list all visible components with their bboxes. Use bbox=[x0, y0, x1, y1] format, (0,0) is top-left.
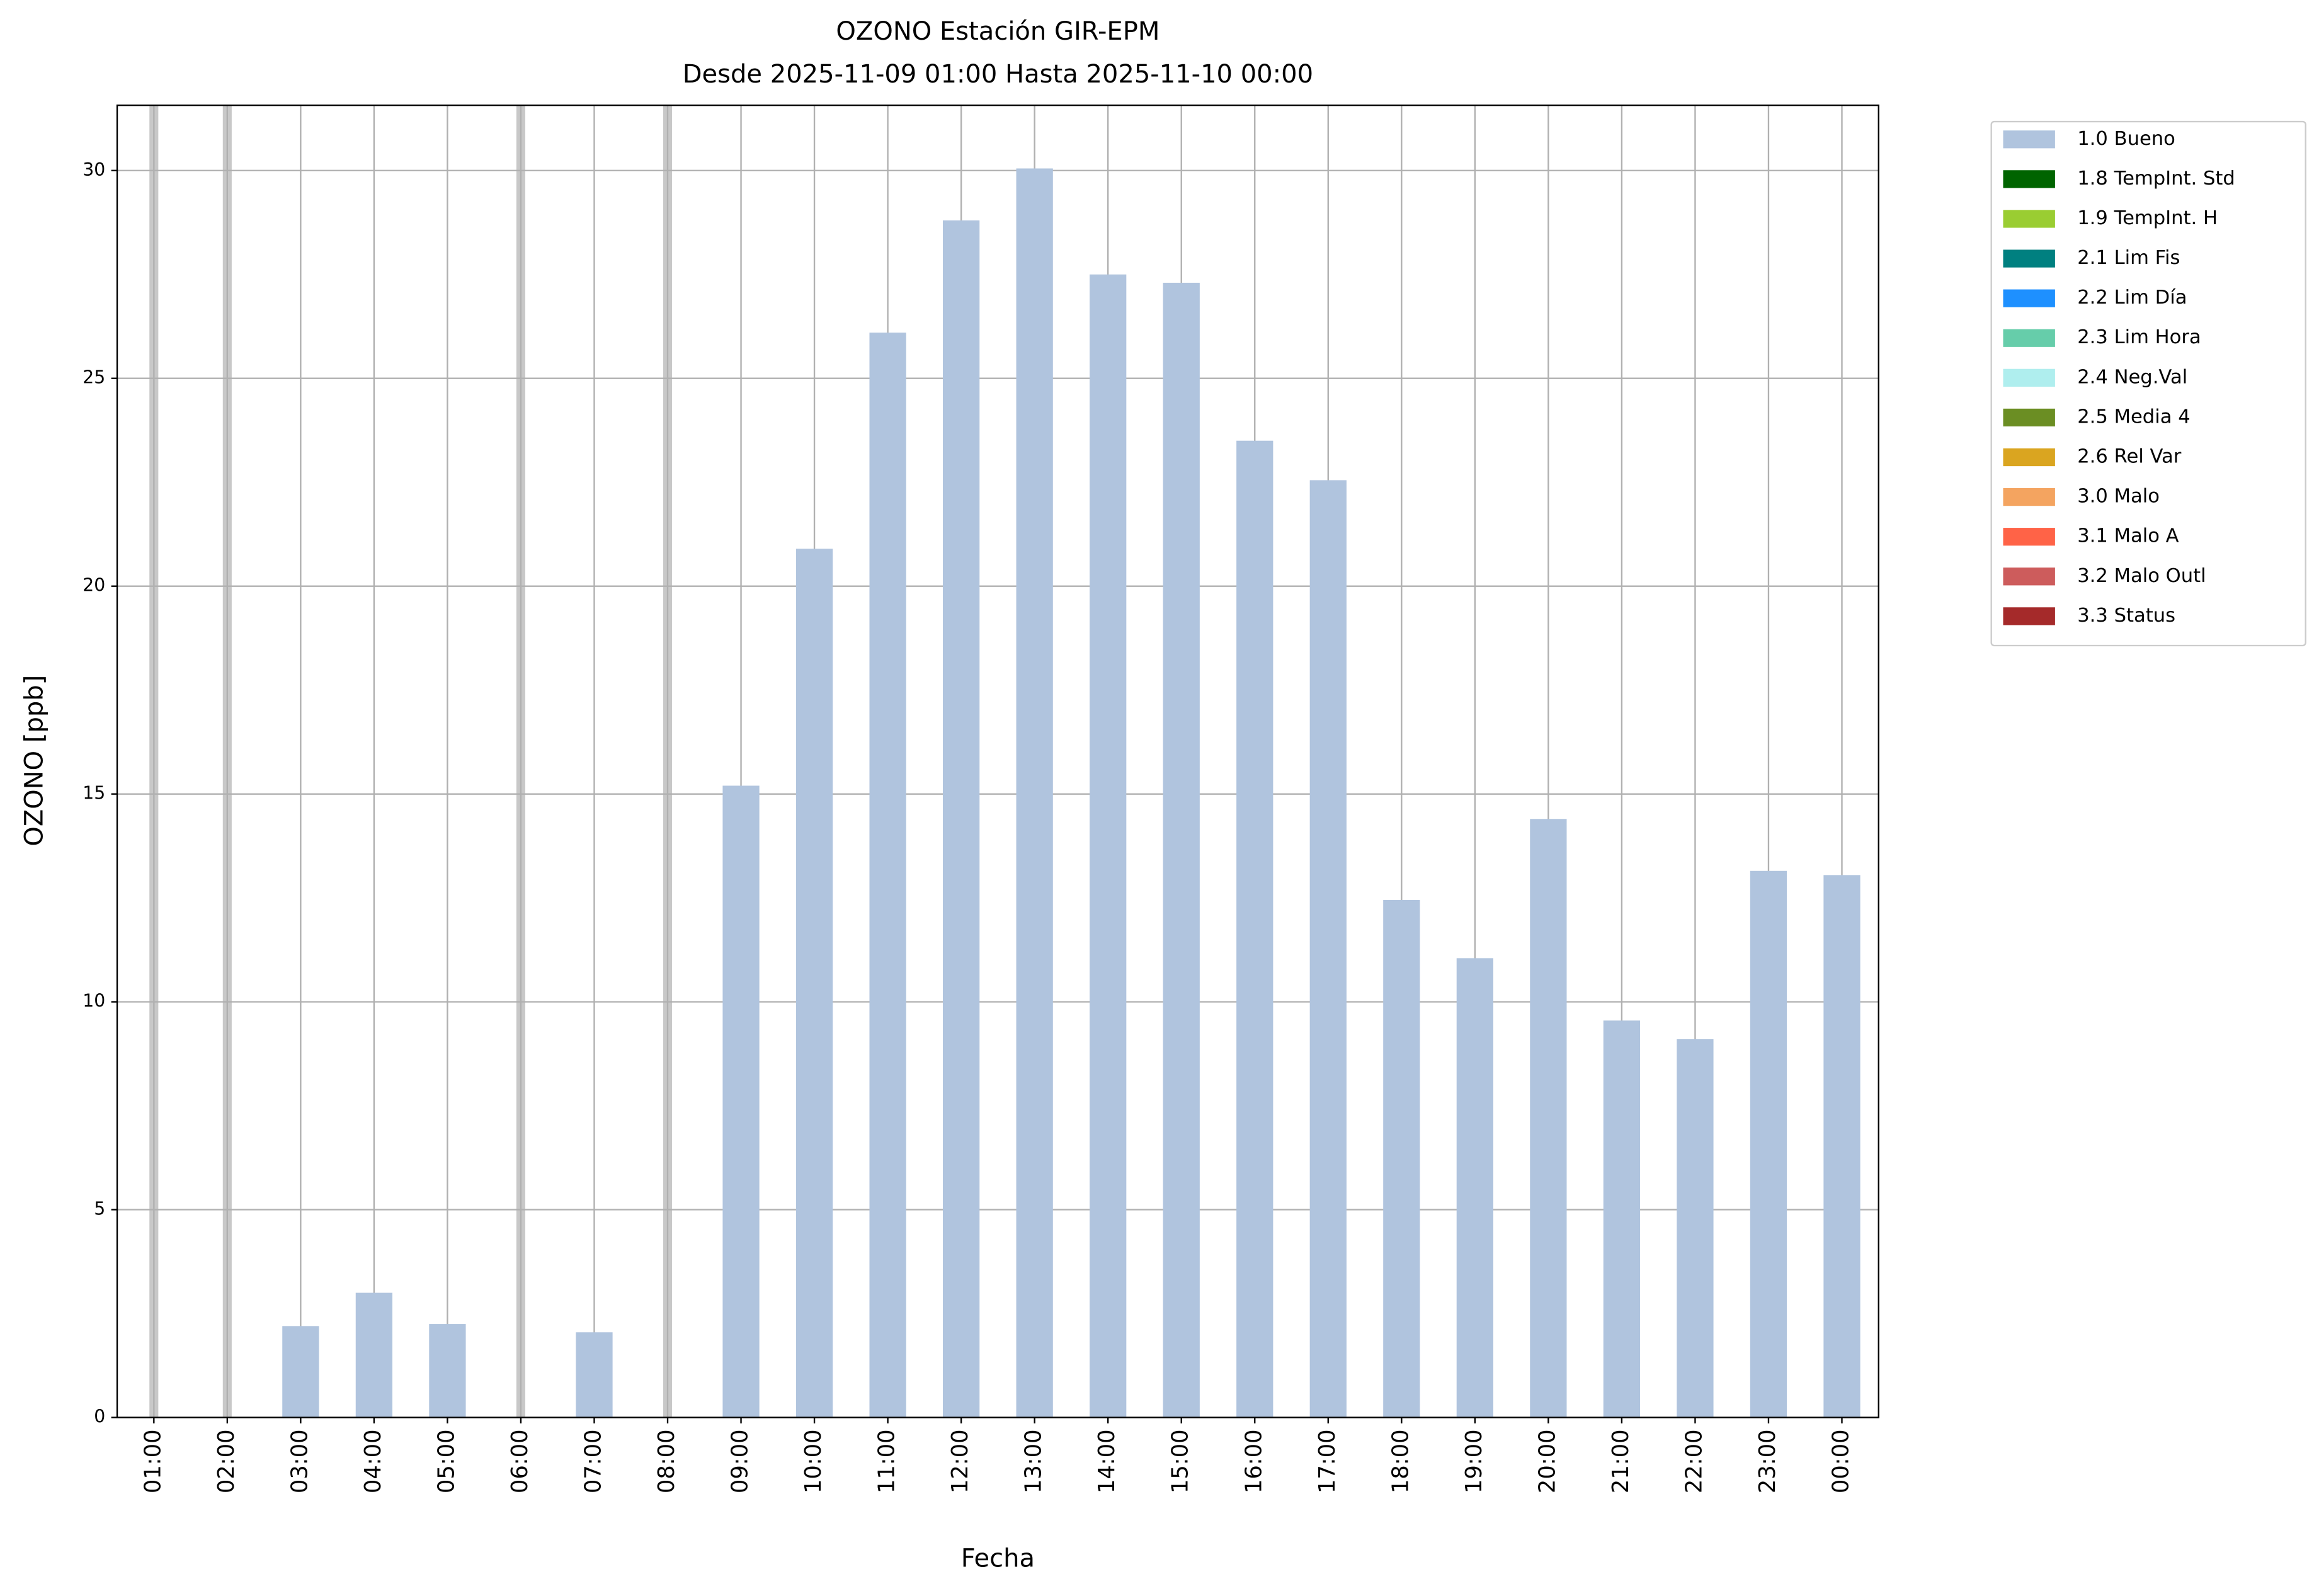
x-tick-label: 18:00 bbox=[1387, 1429, 1413, 1493]
legend-label: 3.0 Malo bbox=[2077, 486, 2160, 508]
legend-box bbox=[1990, 120, 2306, 647]
bar bbox=[1016, 168, 1053, 1418]
legend-label: 2.3 Lim Hora bbox=[2077, 326, 2201, 348]
legend-swatch bbox=[2003, 329, 2055, 347]
x-tick-label: 07:00 bbox=[580, 1429, 606, 1493]
bar bbox=[1823, 875, 1860, 1418]
y-tick-label: 25 bbox=[83, 367, 105, 388]
legend-swatch bbox=[2003, 249, 2055, 268]
x-tick-label: 13:00 bbox=[1021, 1429, 1047, 1493]
legend-label: 3.1 Malo A bbox=[2077, 525, 2179, 547]
bar bbox=[1603, 1020, 1641, 1418]
x-tick-label: 06:00 bbox=[507, 1429, 533, 1493]
legend-label: 3.2 Malo Outl bbox=[2077, 565, 2206, 587]
x-tick-label: 23:00 bbox=[1755, 1429, 1781, 1493]
bar bbox=[355, 1292, 393, 1418]
bar bbox=[795, 549, 833, 1418]
legend-swatch bbox=[2003, 607, 2055, 625]
bar bbox=[943, 220, 980, 1418]
legend-swatch bbox=[2003, 130, 2055, 149]
legend-label: 2.1 Lim Fis bbox=[2077, 247, 2180, 269]
legend-swatch bbox=[2003, 210, 2055, 228]
y-tick-label: 20 bbox=[83, 575, 105, 596]
y-tick-label: 10 bbox=[83, 991, 105, 1012]
x-tick-label: 12:00 bbox=[947, 1429, 973, 1493]
x-tick-label: 08:00 bbox=[654, 1429, 680, 1493]
bar bbox=[576, 1332, 613, 1418]
x-tick-label: 04:00 bbox=[360, 1429, 386, 1493]
chart-title: OZONO Estación GIR-EPM bbox=[836, 17, 1160, 46]
x-tick-label: 19:00 bbox=[1461, 1429, 1487, 1493]
legend-label: 2.6 Rel Var bbox=[2077, 446, 2182, 468]
legend-label: 1.9 TempInt. H bbox=[2077, 207, 2218, 229]
bar bbox=[1309, 480, 1347, 1418]
x-tick-label: 03:00 bbox=[287, 1429, 312, 1493]
bar bbox=[1677, 1039, 1714, 1418]
legend-label: 2.5 Media 4 bbox=[2077, 406, 2190, 428]
x-tick-label: 14:00 bbox=[1094, 1429, 1120, 1493]
chart-subtitle: Desde 2025-11-09 01:00 Hasta 2025-11-10 … bbox=[683, 60, 1313, 89]
x-tick-label: 15:00 bbox=[1168, 1429, 1194, 1493]
x-tick-label: 10:00 bbox=[801, 1429, 826, 1493]
bar bbox=[1456, 958, 1493, 1418]
legend-label: 2.2 Lim Día bbox=[2077, 287, 2187, 309]
legend-swatch bbox=[2003, 368, 2055, 387]
bar bbox=[429, 1324, 466, 1418]
legend-label: 1.8 TempInt. Std bbox=[2077, 168, 2235, 190]
y-tick-label: 0 bbox=[94, 1406, 105, 1427]
bar bbox=[1750, 870, 1787, 1418]
bar bbox=[1383, 899, 1420, 1418]
legend-swatch bbox=[2003, 170, 2055, 188]
legend-label: 1.0 Bueno bbox=[2077, 128, 2175, 150]
x-tick-label: 02:00 bbox=[214, 1429, 239, 1493]
legend-swatch bbox=[2003, 487, 2055, 506]
x-tick-label: 16:00 bbox=[1241, 1429, 1267, 1493]
x-tick-label: 01:00 bbox=[140, 1429, 166, 1493]
y-tick-label: 5 bbox=[94, 1199, 105, 1219]
legend-label: 2.4 Neg.Val bbox=[2077, 366, 2187, 388]
x-tick-label: 05:00 bbox=[433, 1429, 459, 1493]
x-tick-label: 21:00 bbox=[1608, 1429, 1634, 1493]
x-tick-label: 17:00 bbox=[1314, 1429, 1340, 1493]
legend-label: 3.3 Status bbox=[2077, 605, 2175, 627]
y-tick-label: 15 bbox=[83, 783, 105, 804]
plot-frame bbox=[116, 104, 1879, 1418]
bar bbox=[1530, 819, 1567, 1418]
legend-swatch bbox=[2003, 528, 2055, 546]
bar bbox=[722, 785, 760, 1418]
bar bbox=[282, 1326, 319, 1418]
x-axis-label: Fecha bbox=[961, 1544, 1035, 1573]
bar bbox=[1236, 440, 1273, 1418]
legend-swatch bbox=[2003, 408, 2055, 427]
legend-swatch bbox=[2003, 567, 2055, 586]
x-tick-label: 00:00 bbox=[1828, 1429, 1854, 1493]
bar bbox=[1163, 282, 1200, 1418]
x-tick-label: 20:00 bbox=[1534, 1429, 1560, 1493]
bar bbox=[869, 333, 906, 1418]
x-tick-label: 11:00 bbox=[874, 1429, 900, 1493]
legend-swatch bbox=[2003, 289, 2055, 307]
legend-swatch bbox=[2003, 448, 2055, 467]
x-tick-label: 22:00 bbox=[1681, 1429, 1707, 1493]
y-tick-label: 30 bbox=[83, 159, 105, 180]
bar bbox=[1090, 274, 1127, 1418]
y-axis-label: OZONO [ppb] bbox=[20, 675, 49, 846]
x-tick-label: 09:00 bbox=[727, 1429, 753, 1493]
